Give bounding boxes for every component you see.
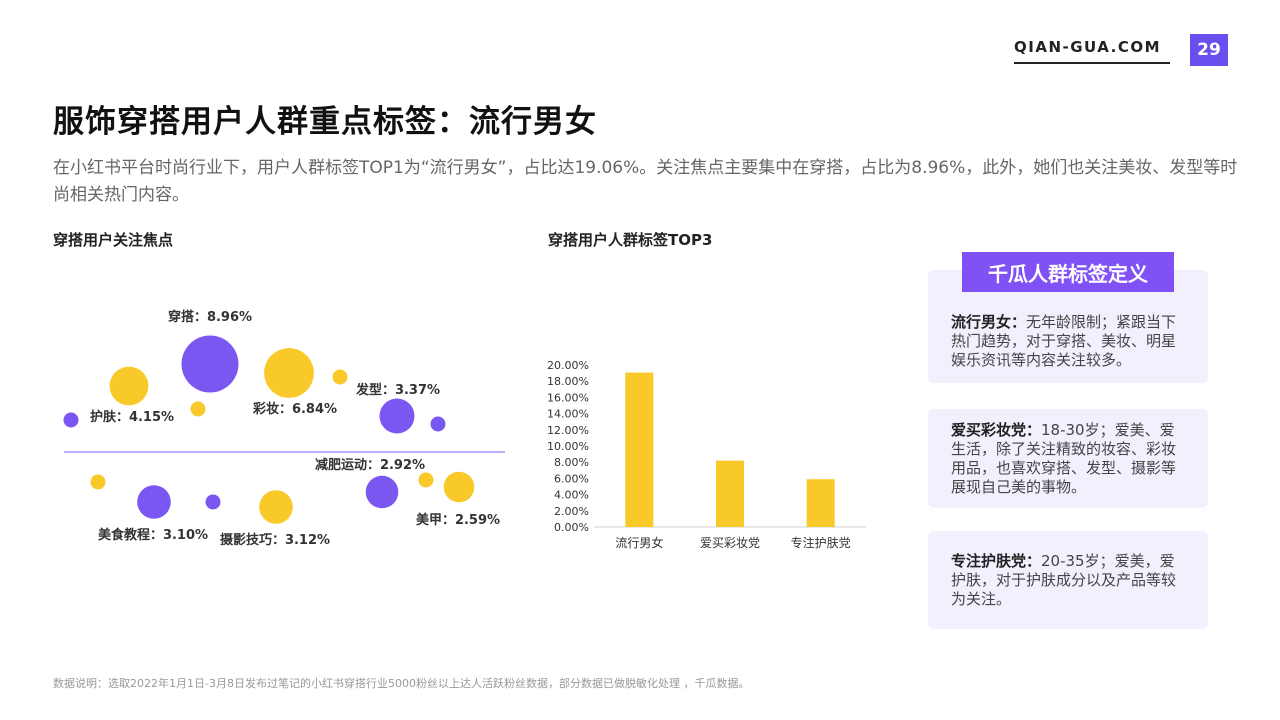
footnote: 数据说明：选取2022年1月1日-3月8日发布过笔记的小红书穿搭行业5000粉丝…	[53, 677, 750, 690]
bar	[625, 372, 654, 527]
bubble	[90, 474, 106, 490]
bubble	[109, 366, 149, 406]
bubble-label: 护肤：4.15%	[90, 409, 174, 425]
bubble-label: 彩妆：6.84%	[252, 401, 337, 417]
bubble-label: 美食教程：3.10%	[98, 527, 208, 543]
y-tick-label: 2.00%	[554, 505, 589, 518]
bubble	[259, 490, 293, 524]
y-tick-label: 4.00%	[554, 489, 589, 502]
bubble	[418, 472, 434, 488]
bar	[806, 479, 835, 527]
bubble	[379, 398, 415, 434]
definition-term: 专注护肤党：	[951, 552, 1042, 570]
bubble	[190, 401, 206, 417]
bar	[716, 460, 744, 527]
bubble-label: 美甲：2.59%	[416, 512, 500, 528]
x-category-label: 专注护肤党	[791, 535, 851, 550]
bubble-chart-svg: 穿搭：8.96% 彩妆：6.84% 护肤：4.15% 发型：3.37% 摄影技巧：3.1…	[63, 309, 505, 548]
definition-badge: 千瓜人群标签定义	[962, 252, 1174, 292]
bubble-label: 穿搭：8.96%	[168, 309, 252, 325]
y-tick-label: 6.00%	[554, 472, 589, 485]
bubble	[63, 412, 79, 428]
intro-paragraph: 在小红书平台时尚行业下，用户人群标签TOP1为“流行男女”，占比达19.06%。…	[53, 158, 1238, 205]
definition-card-3: 专注护肤党：20-35岁；爱美，爱护肤，对于护肤成分以及产品等较为关注。	[928, 531, 1208, 629]
x-category-label: 流行男女	[615, 535, 663, 550]
y-tick-label: 12.00%	[547, 424, 589, 437]
y-tick-label: 14.00%	[547, 408, 589, 421]
bubble	[205, 494, 221, 510]
bubble	[181, 335, 239, 393]
y-tick-label: 20.00%	[547, 359, 589, 372]
bubble-chart: 穿搭：8.96% 彩妆：6.84% 护肤：4.15% 发型：3.37% 摄影技巧：3.1…	[50, 295, 520, 565]
bubble	[443, 471, 475, 503]
y-tick-label: 8.00%	[554, 456, 589, 469]
bubble-label: 减肥运动：2.92%	[315, 457, 425, 473]
y-tick-label: 0.00%	[554, 521, 589, 534]
page-title: 服饰穿搭用户人群重点标签：流行男女	[53, 104, 597, 140]
bubble	[264, 348, 314, 398]
definition-desc: 18-30岁；爱美、爱生活，除了关注精致的妆容、彩妆用品，也喜欢穿搭、发型、摄影…	[951, 421, 1177, 496]
bubble	[430, 416, 446, 432]
page-number: 29	[1190, 34, 1228, 66]
definition-desc: 20-35岁；爱美，爱护肤，对于护肤成分以及产品等较为关注。	[951, 552, 1177, 608]
x-category-label: 爱买彩妆党	[700, 535, 760, 550]
definition-card-2: 爱买彩妆党：18-30岁；爱美、爱生活，除了关注精致的妆容、彩妆用品，也喜欢穿搭…	[928, 409, 1208, 508]
brand-logo-text: QIAN-GUA.COM	[1014, 38, 1170, 64]
definition-desc: 无年龄限制；紧跟当下热门趋势，对于穿搭、美妆、明星娱乐资讯等内容关注较多。	[951, 313, 1177, 369]
bar-chart-svg: 0.00% 2.00% 4.00% 6.00% 8.00% 10.00% 12.00% 14.…	[547, 359, 866, 550]
bubble-label: 发型：3.37%	[355, 382, 440, 398]
top3-section-title: 穿搭用户人群标签TOP3	[548, 231, 713, 249]
focus-section-title: 穿搭用户关注焦点	[53, 231, 174, 249]
definition-term: 流行男女：	[951, 313, 1027, 331]
definition-term: 爱买彩妆党：	[951, 421, 1042, 439]
bar-chart: 0.00% 2.00% 4.00% 6.00% 8.00% 10.00% 12.00% 14.…	[540, 355, 880, 555]
y-tick-label: 10.00%	[547, 440, 589, 453]
bubble	[332, 369, 348, 385]
y-tick-label: 16.00%	[547, 391, 589, 404]
bubble	[365, 475, 399, 509]
y-tick-label: 18.00%	[547, 375, 589, 388]
bubble-label: 摄影技巧：3.12%	[220, 532, 330, 548]
bubble	[137, 485, 171, 519]
